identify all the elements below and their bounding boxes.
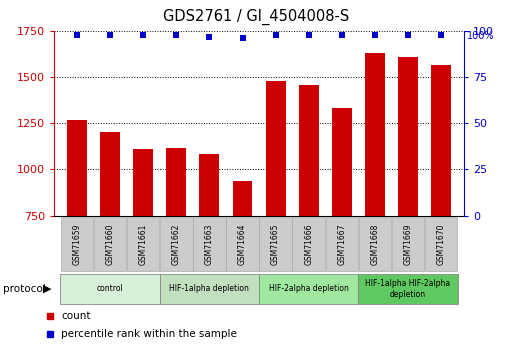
Point	[205, 34, 213, 39]
Point	[139, 32, 147, 38]
Point	[338, 32, 346, 38]
Text: GSM71661: GSM71661	[139, 224, 148, 265]
Text: GSM71670: GSM71670	[437, 223, 446, 265]
Text: HIF-2alpha depletion: HIF-2alpha depletion	[269, 284, 349, 294]
Point	[106, 32, 114, 38]
Text: 100%: 100%	[467, 31, 495, 41]
Text: HIF-1alpha depletion: HIF-1alpha depletion	[169, 284, 249, 294]
Bar	[67, 120, 87, 216]
Bar	[332, 108, 352, 216]
Text: GSM71666: GSM71666	[304, 223, 313, 265]
Text: GSM71669: GSM71669	[404, 223, 412, 265]
FancyBboxPatch shape	[260, 217, 292, 272]
Text: GSM71660: GSM71660	[106, 223, 114, 265]
Text: GDS2761 / GI_4504008-S: GDS2761 / GI_4504008-S	[163, 9, 350, 25]
Text: GSM71662: GSM71662	[172, 224, 181, 265]
FancyBboxPatch shape	[193, 217, 226, 272]
Text: GSM71659: GSM71659	[72, 223, 82, 265]
FancyBboxPatch shape	[94, 217, 126, 272]
Point	[437, 32, 445, 38]
Bar	[431, 65, 451, 216]
FancyBboxPatch shape	[61, 274, 160, 304]
FancyBboxPatch shape	[61, 217, 93, 272]
FancyBboxPatch shape	[359, 274, 458, 304]
Point	[305, 32, 313, 38]
Bar	[398, 57, 418, 216]
Text: GSM71665: GSM71665	[271, 223, 280, 265]
Bar	[200, 154, 220, 216]
Bar	[299, 85, 319, 216]
FancyBboxPatch shape	[392, 217, 424, 272]
Bar	[166, 148, 186, 216]
FancyBboxPatch shape	[226, 217, 259, 272]
Bar	[100, 132, 120, 216]
Bar	[232, 181, 252, 216]
Text: GSM71667: GSM71667	[338, 223, 346, 265]
FancyBboxPatch shape	[326, 217, 358, 272]
Bar	[133, 149, 153, 216]
FancyBboxPatch shape	[160, 217, 192, 272]
Bar	[365, 53, 385, 216]
Point	[271, 32, 280, 38]
FancyBboxPatch shape	[425, 217, 457, 272]
FancyBboxPatch shape	[292, 217, 325, 272]
Text: protocol: protocol	[3, 284, 45, 294]
Point	[239, 36, 247, 41]
Text: GSM71664: GSM71664	[238, 223, 247, 265]
FancyBboxPatch shape	[127, 217, 160, 272]
FancyBboxPatch shape	[259, 274, 359, 304]
FancyBboxPatch shape	[359, 217, 391, 272]
Text: GSM71663: GSM71663	[205, 223, 214, 265]
Bar	[266, 81, 286, 216]
Text: percentile rank within the sample: percentile rank within the sample	[62, 329, 237, 339]
Text: control: control	[97, 284, 124, 294]
Text: ▶: ▶	[43, 284, 51, 294]
Point	[73, 32, 81, 38]
FancyBboxPatch shape	[160, 274, 259, 304]
Point	[172, 32, 181, 38]
Text: HIF-1alpha HIF-2alpha
depletion: HIF-1alpha HIF-2alpha depletion	[365, 279, 450, 299]
Text: GSM71668: GSM71668	[370, 224, 380, 265]
Text: count: count	[62, 312, 91, 321]
Point	[404, 32, 412, 38]
Point	[371, 32, 379, 38]
